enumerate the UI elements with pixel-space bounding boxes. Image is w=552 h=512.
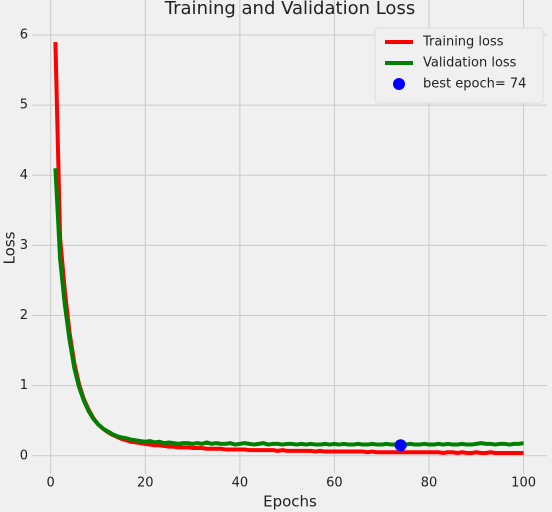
chart-title: Training and Validation Loss [164, 0, 415, 19]
legend-swatch [393, 78, 405, 90]
legend: Training loss Validation loss best epoch= … [374, 27, 544, 104]
x-tick-label: 40 [232, 476, 249, 491]
plot [53, 42, 524, 455]
series-line [53, 168, 524, 448]
y-tick-label: 6 [20, 28, 28, 43]
y-tick-label: 5 [20, 98, 28, 113]
legend-box [374, 27, 544, 104]
best-point [394, 439, 407, 452]
x-tick-label: 60 [326, 476, 343, 491]
y-tick-label: 1 [20, 378, 28, 393]
legend-label: Validation loss [423, 56, 517, 71]
legend-label: best epoch= 74 [423, 77, 526, 92]
y-tick-label: 3 [20, 238, 28, 253]
grid [32, 0, 547, 474]
x-tick-label: 80 [421, 476, 438, 491]
y-tick-label: 0 [20, 448, 28, 463]
y-axis-label: Loss [1, 231, 19, 264]
y-tick-label: 4 [20, 168, 28, 183]
legend-label: Training loss [422, 35, 504, 50]
x-tick-label: 0 [47, 476, 55, 491]
x-tick-label: 20 [137, 476, 154, 491]
series-line [53, 42, 524, 455]
y-tick-label: 2 [20, 308, 28, 323]
x-tick-label: 100 [511, 476, 536, 491]
x-axis-label: Epochs [263, 493, 317, 511]
